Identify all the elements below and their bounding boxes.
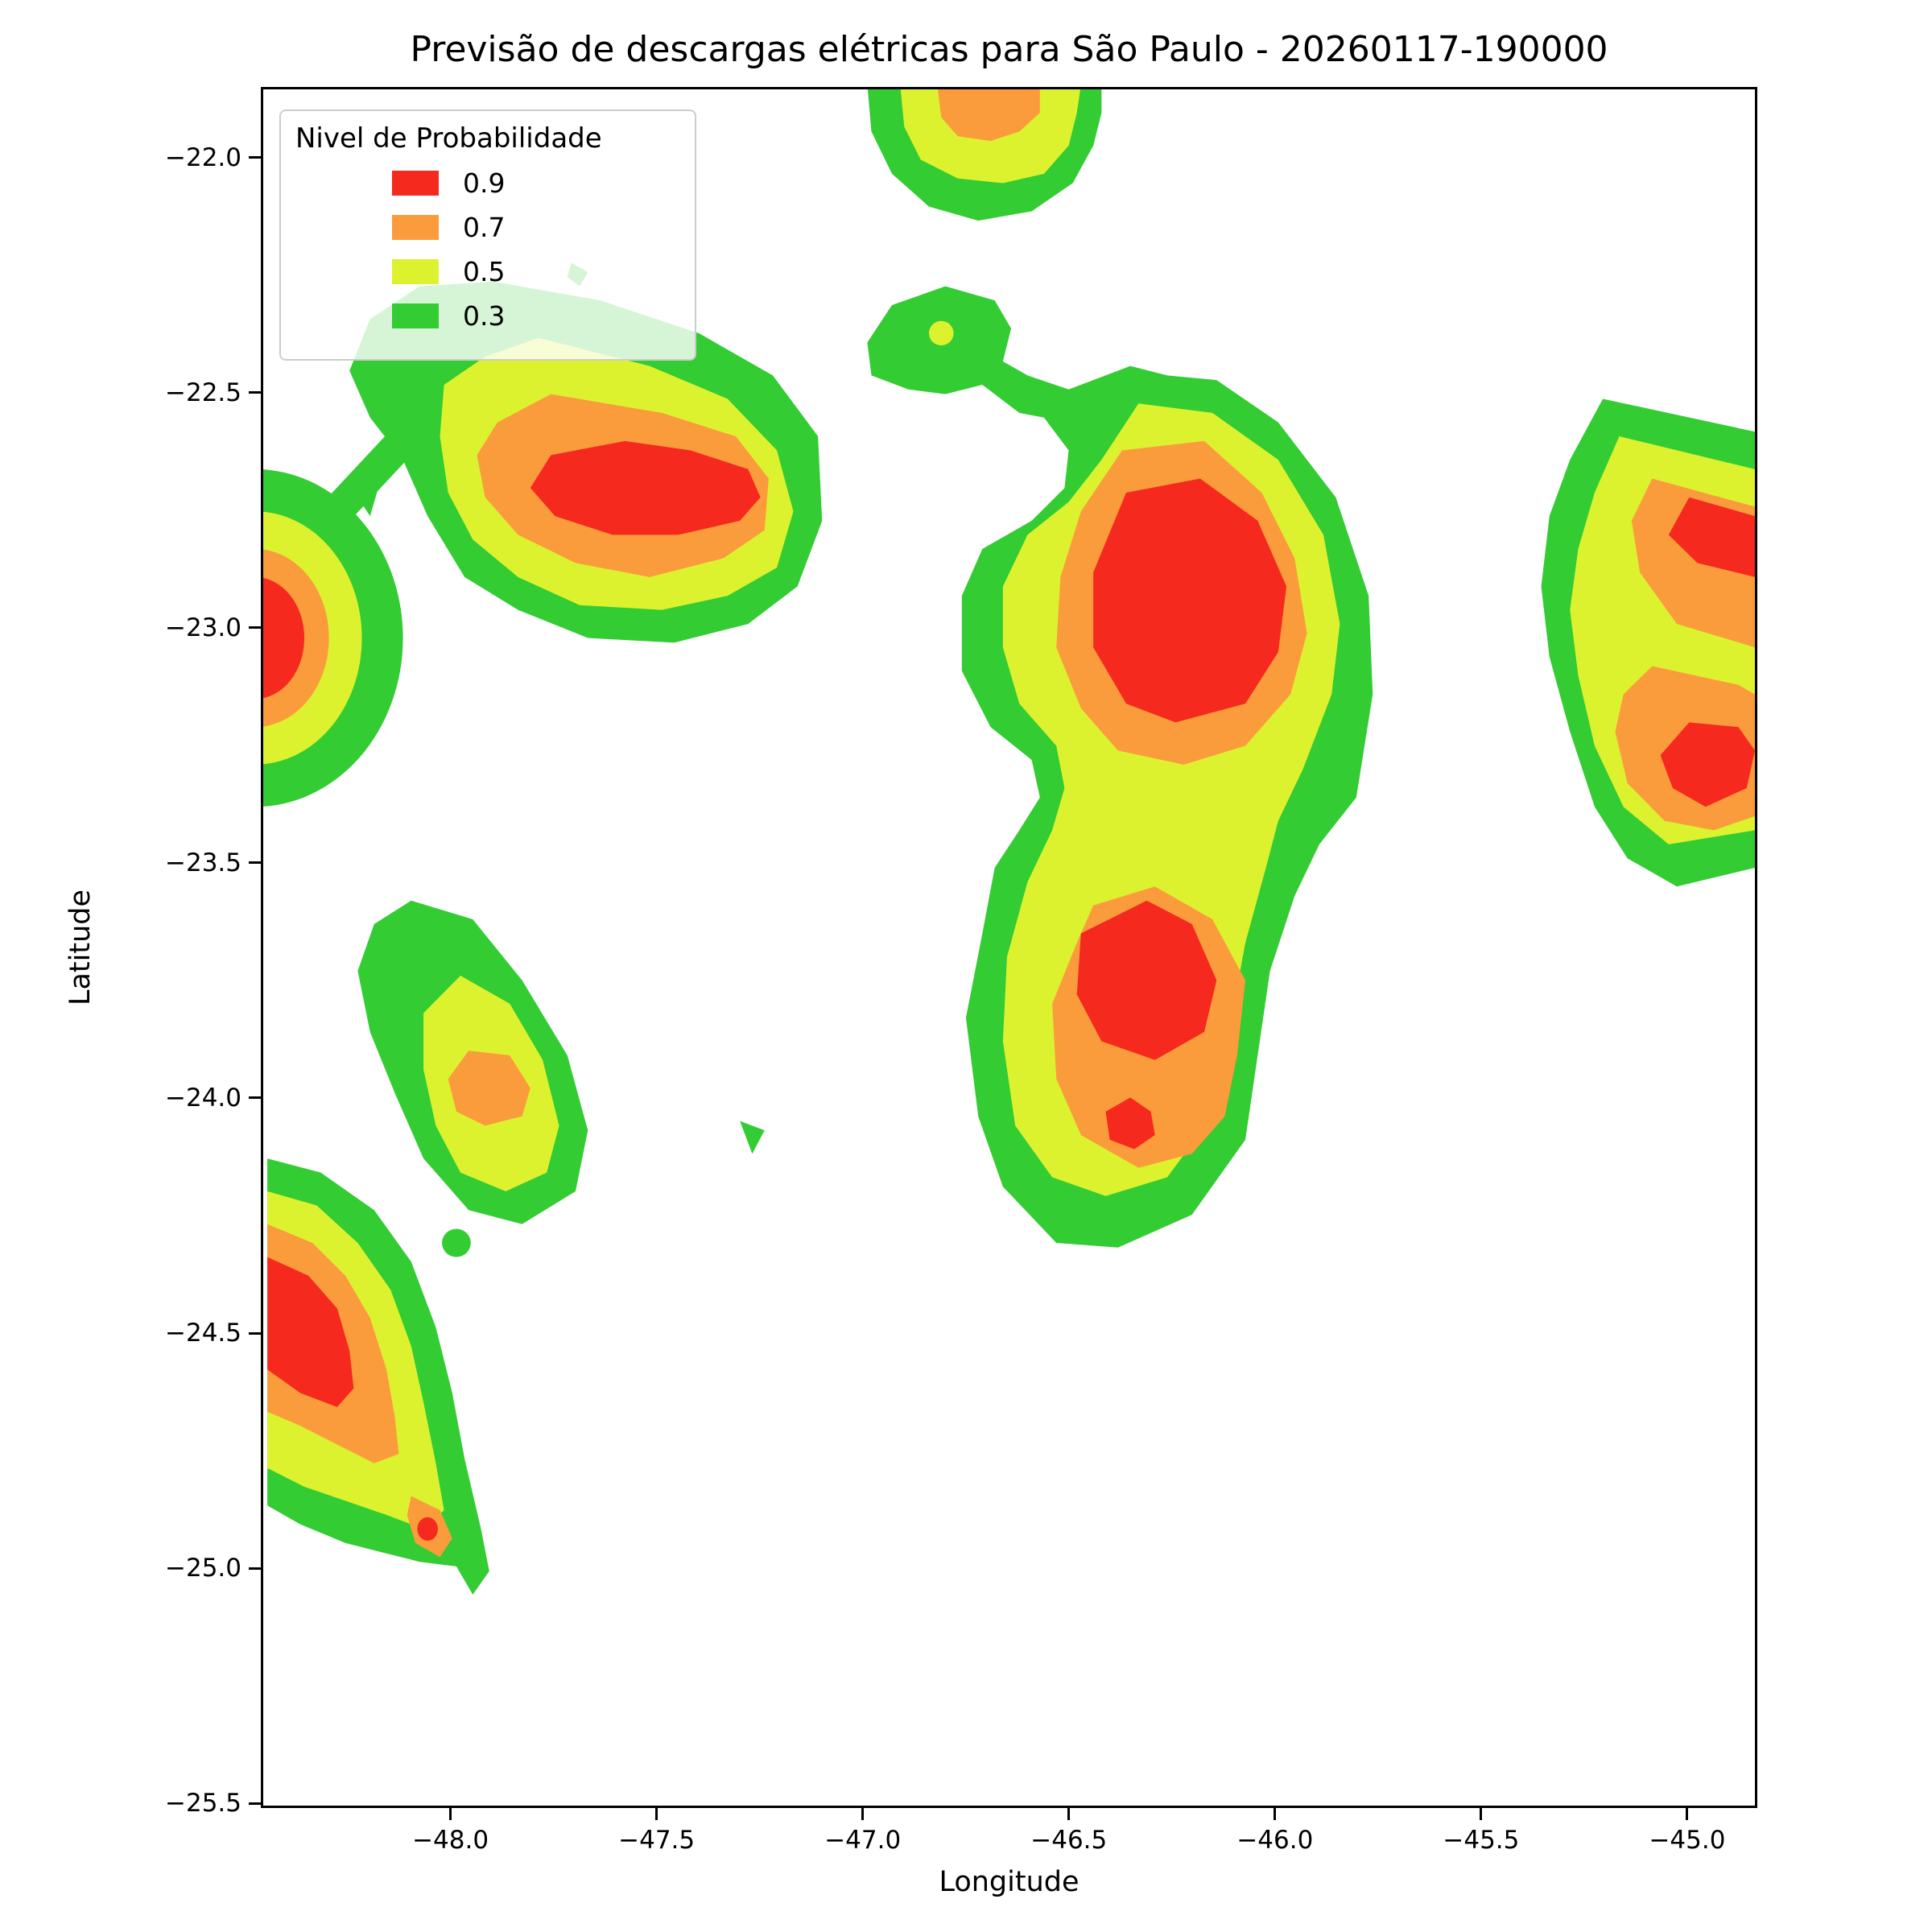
x-tick-mark bbox=[1686, 1808, 1689, 1820]
legend-swatch bbox=[392, 303, 439, 328]
legend-item-label: 0.3 bbox=[463, 300, 506, 332]
legend-title: Nivel de Probabilidade bbox=[295, 122, 602, 155]
legend-item-label: 0.7 bbox=[463, 212, 506, 243]
x-tick-mark bbox=[1274, 1808, 1277, 1820]
y-tick-mark bbox=[249, 1096, 261, 1100]
contour-region-speck-south-p03 bbox=[740, 1121, 765, 1154]
x-tick-mark bbox=[1067, 1808, 1071, 1820]
legend-item: 0.7 bbox=[392, 212, 674, 243]
y-tick-label: −23.5 bbox=[165, 848, 242, 877]
contour-region-small-dot-p05 bbox=[928, 320, 954, 346]
contour-region-north-cell-p07 bbox=[937, 89, 1040, 142]
y-tick-label: −24.0 bbox=[165, 1083, 242, 1113]
y-tick-label: −25.0 bbox=[165, 1554, 242, 1583]
y-tick-mark bbox=[249, 1331, 261, 1335]
contour-region-center-north-p09 bbox=[1093, 478, 1287, 723]
legend-item-label: 0.5 bbox=[463, 256, 506, 287]
x-tick-label: −45.5 bbox=[1443, 1826, 1520, 1855]
contour-region-speck-southwest-p03 bbox=[442, 1228, 471, 1257]
contour-region-south-edge-core-p09 bbox=[267, 1257, 354, 1407]
x-tick-label: −46.0 bbox=[1236, 1826, 1314, 1855]
y-tick-mark bbox=[249, 861, 261, 865]
y-tick-mark bbox=[249, 1802, 261, 1805]
x-tick-label: −47.5 bbox=[618, 1826, 696, 1855]
legend-swatch bbox=[392, 215, 439, 240]
contour-region-center-south-p09 bbox=[1076, 900, 1217, 1060]
legend-item: 0.5 bbox=[392, 256, 674, 287]
chart-title: Previsão de descargas elétricas para São… bbox=[410, 29, 1608, 70]
plot-area bbox=[261, 87, 1757, 1808]
contour-region-southwest-cell-p07 bbox=[448, 1051, 530, 1126]
x-tick-mark bbox=[861, 1808, 865, 1820]
legend-item-label: 0.9 bbox=[463, 167, 506, 199]
contour-region-west-edge-core-p09 bbox=[263, 577, 305, 699]
y-tick-label: −24.5 bbox=[165, 1319, 242, 1348]
contour-region-east-edge-north-p09 bbox=[1668, 497, 1755, 577]
contour-region-east-edge-south-p09 bbox=[1660, 722, 1755, 807]
contour-canvas bbox=[263, 89, 1755, 1595]
legend-item: 0.9 bbox=[392, 167, 674, 199]
x-tick-label: −46.5 bbox=[1030, 1826, 1108, 1855]
y-tick-mark bbox=[249, 1567, 261, 1570]
legend-items: 0.9 0.7 0.5 0.3 bbox=[295, 167, 674, 332]
contour-region-south-edge-spot-p09 bbox=[417, 1517, 438, 1541]
x-tick-label: −48.0 bbox=[412, 1826, 489, 1855]
y-tick-mark bbox=[249, 626, 261, 630]
legend-item: 0.3 bbox=[392, 300, 674, 332]
y-tick-label: −23.0 bbox=[165, 613, 242, 642]
x-tick-mark bbox=[449, 1808, 452, 1820]
x-tick-mark bbox=[655, 1808, 658, 1820]
y-tick-label: −25.5 bbox=[165, 1789, 242, 1818]
y-axis-label: Latitude bbox=[64, 889, 97, 1006]
legend-swatch bbox=[392, 171, 439, 196]
x-axis-label: Longitude bbox=[939, 1866, 1080, 1898]
y-tick-mark bbox=[249, 391, 261, 394]
x-tick-label: −47.0 bbox=[824, 1826, 902, 1855]
y-tick-label: −22.5 bbox=[165, 378, 242, 407]
contour-region-center-spot-p09 bbox=[1105, 1097, 1155, 1150]
contour-region-speck-west-p03 bbox=[357, 469, 378, 517]
contour-region-northwest-core-p09 bbox=[530, 440, 761, 535]
y-tick-label: −22.0 bbox=[165, 142, 242, 172]
legend-swatch bbox=[392, 259, 439, 284]
x-tick-mark bbox=[1480, 1808, 1483, 1820]
legend: Nivel de Probabilidade 0.9 0.7 0.5 0.3 bbox=[279, 109, 696, 361]
y-tick-mark bbox=[249, 156, 261, 159]
x-tick-label: −45.0 bbox=[1649, 1826, 1726, 1855]
